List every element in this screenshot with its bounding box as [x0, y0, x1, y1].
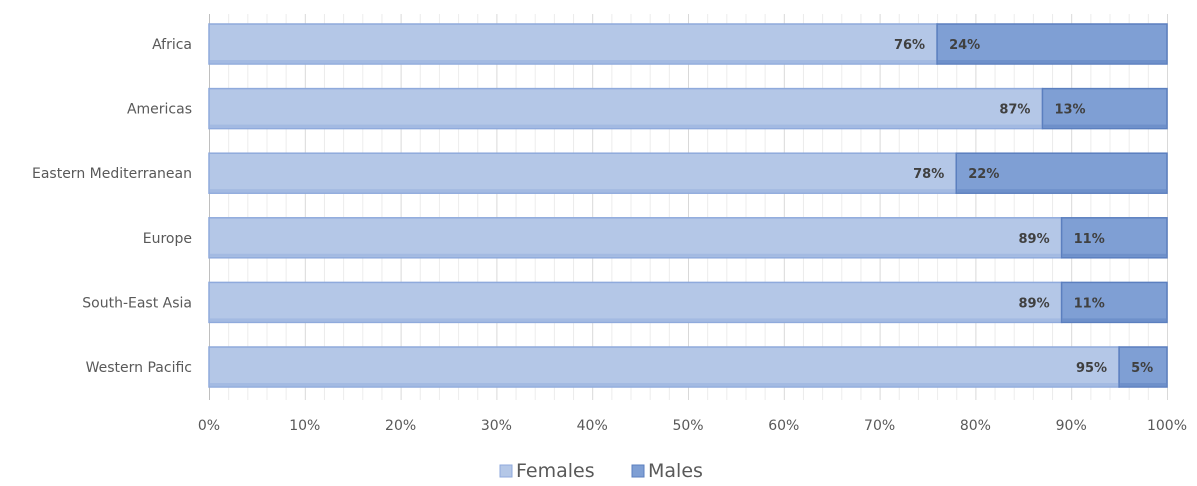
bar-bevel: [210, 383, 1119, 386]
bar-males-south-east-asia: [1060, 281, 1168, 324]
bar-males-americas: [1041, 87, 1168, 130]
value-axis: 0% 10% 20% 30% 40% 50% 60% 70% 80% 90% 100%: [198, 418, 1187, 434]
legend-label-males: Males: [648, 460, 703, 482]
x-tick-label: 0%: [198, 418, 220, 434]
bar-males-eastern-mediterranean: [955, 152, 1168, 194]
x-tick-label: 50%: [672, 418, 703, 434]
bar-females-europe: [208, 217, 1063, 259]
bars: 76% 24% 87% 13% 78% 22% 89% 11% 89% 11% 95% 5%: [208, 23, 1168, 388]
data-label-males-western-pacific: 5%: [1131, 361, 1153, 376]
x-tick-label: 90%: [1056, 418, 1087, 434]
data-label-females-europe: 89%: [1018, 232, 1049, 247]
bar-bevel: [1062, 318, 1166, 322]
data-label-males-americas: 13%: [1054, 103, 1085, 118]
bar-females-western-pacific: [208, 346, 1120, 388]
bar-bevel: [210, 318, 1061, 322]
x-tick-label: 30%: [481, 418, 512, 434]
x-tick-label: 20%: [385, 418, 416, 434]
legend: Females Males: [499, 460, 703, 482]
bar-females-africa: [208, 23, 938, 65]
bar-bevel: [1043, 124, 1166, 128]
data-label-females-western-pacific: 95%: [1076, 361, 1107, 376]
category-label-eastern-mediterranean: Eastern Mediterranean: [32, 166, 192, 182]
category-label-africa: Africa: [152, 37, 192, 53]
bar-bevel: [1062, 253, 1166, 257]
data-label-males-eastern-mediterranean: 22%: [968, 167, 999, 182]
x-tick-label: 100%: [1147, 418, 1187, 434]
x-tick-label: 40%: [577, 418, 608, 434]
x-tick-label: 60%: [768, 418, 799, 434]
bar-males-europe: [1060, 217, 1168, 259]
category-label-americas: Americas: [127, 102, 192, 118]
data-label-females-americas: 87%: [999, 103, 1030, 118]
bar-bevel: [210, 253, 1061, 257]
data-label-males-south-east-asia: 11%: [1074, 296, 1105, 311]
legend-swatch-females: [499, 464, 513, 478]
bar-bevel: [210, 124, 1042, 128]
x-tick-label: 80%: [960, 418, 991, 434]
bar-bevel: [938, 60, 1166, 63]
gridlines: [209, 14, 1168, 400]
bar-females-south-east-asia: [208, 281, 1063, 324]
x-tick-label: 70%: [864, 418, 895, 434]
bar-bevel: [957, 189, 1166, 193]
data-label-females-south-east-asia: 89%: [1018, 296, 1049, 311]
bar-bevel: [210, 60, 937, 63]
category-axis: Africa Americas Eastern Mediterranean Europ…: [32, 37, 192, 376]
legend-label-females: Females: [516, 460, 595, 482]
data-label-males-africa: 24%: [949, 38, 980, 53]
data-label-females-eastern-mediterranean: 78%: [913, 167, 944, 182]
data-label-females-africa: 76%: [894, 38, 925, 53]
data-label-males-europe: 11%: [1074, 232, 1105, 247]
bar-bevel: [210, 189, 956, 193]
category-label-south-east-asia: South-East Asia: [82, 295, 192, 311]
bar-bevel: [1120, 383, 1166, 386]
legend-swatch-males: [631, 464, 645, 478]
category-label-western-pacific: Western Pacific: [86, 360, 192, 376]
category-label-europe: Europe: [143, 231, 192, 247]
bar-females-americas: [208, 87, 1044, 130]
x-tick-label: 10%: [289, 418, 320, 434]
bar-males-africa: [936, 23, 1168, 65]
bar-males-western-pacific: [1118, 346, 1168, 388]
bar-females-eastern-mediterranean: [208, 152, 957, 194]
